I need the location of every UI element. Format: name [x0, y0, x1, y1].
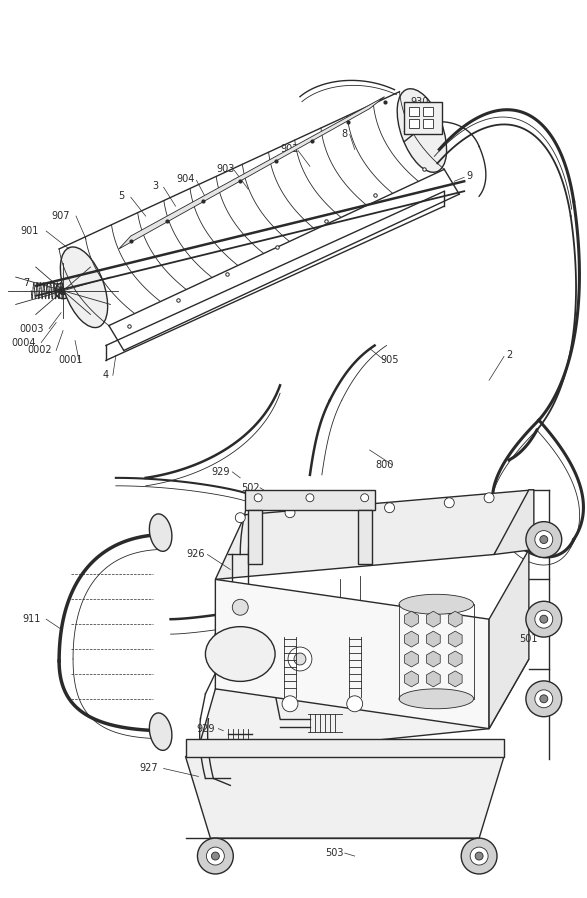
Bar — [357, 510, 372, 565]
Circle shape — [235, 513, 245, 523]
Ellipse shape — [399, 594, 474, 614]
Ellipse shape — [205, 627, 275, 682]
Text: 2: 2 — [506, 350, 512, 360]
Polygon shape — [195, 659, 529, 759]
Text: 903: 903 — [216, 164, 235, 174]
Ellipse shape — [60, 247, 107, 328]
Circle shape — [526, 602, 562, 637]
Circle shape — [484, 493, 494, 503]
Circle shape — [285, 507, 295, 517]
Bar — [185, 739, 504, 756]
Text: 4: 4 — [103, 370, 109, 381]
Text: 7: 7 — [23, 277, 29, 287]
Circle shape — [288, 647, 312, 671]
Circle shape — [360, 494, 369, 502]
Text: 901: 901 — [20, 226, 38, 236]
Text: 905: 905 — [380, 356, 399, 365]
Text: 904: 904 — [176, 174, 195, 184]
Circle shape — [540, 535, 548, 543]
Circle shape — [526, 681, 562, 717]
Polygon shape — [494, 489, 534, 554]
Text: 8: 8 — [342, 128, 348, 138]
Circle shape — [540, 615, 548, 623]
Circle shape — [59, 286, 67, 295]
Polygon shape — [185, 756, 504, 838]
Circle shape — [540, 695, 548, 703]
Circle shape — [197, 838, 233, 874]
Circle shape — [470, 847, 488, 865]
Circle shape — [461, 838, 497, 874]
Text: 929: 929 — [196, 724, 215, 734]
Text: 0003: 0003 — [19, 323, 43, 333]
Circle shape — [306, 494, 314, 502]
Text: 800: 800 — [375, 460, 394, 470]
Ellipse shape — [149, 713, 172, 751]
Text: 0004: 0004 — [11, 338, 36, 348]
Circle shape — [347, 696, 363, 712]
Circle shape — [254, 494, 262, 502]
Polygon shape — [215, 489, 534, 579]
Bar — [245, 489, 375, 510]
Text: 927: 927 — [139, 763, 158, 773]
Circle shape — [282, 696, 298, 712]
Circle shape — [535, 690, 553, 708]
Polygon shape — [119, 97, 384, 249]
Polygon shape — [215, 579, 489, 728]
Text: 502: 502 — [241, 483, 259, 493]
Text: 5: 5 — [118, 191, 124, 201]
Bar — [410, 119, 419, 128]
Bar — [423, 119, 433, 128]
Text: 929: 929 — [211, 467, 230, 477]
Bar — [248, 510, 262, 565]
Text: 930: 930 — [410, 97, 429, 107]
Text: 0001: 0001 — [59, 356, 83, 365]
Circle shape — [294, 653, 306, 665]
Circle shape — [475, 852, 483, 860]
Circle shape — [211, 852, 220, 860]
Polygon shape — [489, 550, 529, 728]
Circle shape — [384, 503, 394, 513]
Ellipse shape — [399, 689, 474, 709]
Circle shape — [55, 283, 71, 299]
Text: 926: 926 — [186, 550, 205, 559]
Circle shape — [444, 497, 454, 507]
Text: 0002: 0002 — [27, 346, 52, 356]
Circle shape — [526, 522, 562, 558]
Circle shape — [207, 847, 224, 865]
Text: 902: 902 — [281, 145, 299, 154]
Bar — [423, 107, 433, 116]
Ellipse shape — [397, 89, 447, 172]
Text: 911: 911 — [22, 614, 41, 624]
Bar — [404, 101, 442, 134]
Bar — [410, 107, 419, 116]
Text: 9: 9 — [466, 172, 472, 181]
Circle shape — [535, 611, 553, 628]
Circle shape — [535, 531, 553, 549]
Text: 907: 907 — [52, 211, 70, 221]
Circle shape — [232, 599, 248, 615]
Ellipse shape — [149, 514, 172, 551]
Text: 501: 501 — [519, 634, 538, 644]
Text: 503: 503 — [326, 848, 344, 858]
Text: 3: 3 — [153, 181, 158, 191]
